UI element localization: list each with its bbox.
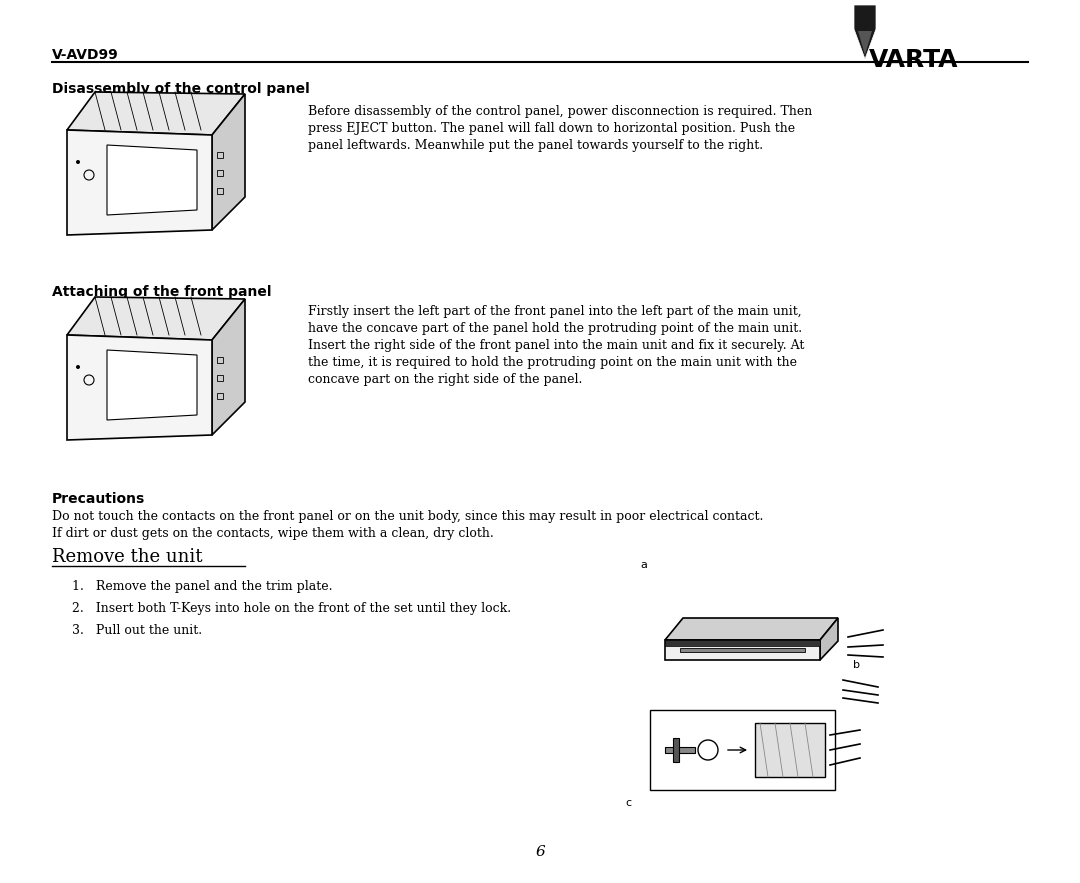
Text: panel leftwards. Meanwhile put the panel towards yourself to the right.: panel leftwards. Meanwhile put the panel… — [308, 139, 764, 152]
Polygon shape — [665, 618, 838, 640]
Polygon shape — [680, 648, 805, 652]
Polygon shape — [212, 94, 245, 230]
Text: press EJECT button. The panel will fall down to horizontal position. Push the: press EJECT button. The panel will fall … — [308, 122, 795, 135]
Text: c: c — [625, 798, 631, 808]
Text: Before disassembly of the control panel, power disconnection is required. Then: Before disassembly of the control panel,… — [308, 105, 812, 118]
Text: a: a — [640, 560, 647, 570]
Text: Firstly insert the left part of the front panel into the left part of the main u: Firstly insert the left part of the fron… — [308, 305, 801, 318]
Polygon shape — [820, 618, 838, 660]
Polygon shape — [858, 31, 872, 55]
Polygon shape — [107, 145, 197, 215]
Text: b: b — [853, 660, 860, 670]
Text: Remove the unit: Remove the unit — [52, 548, 203, 566]
Text: Attaching of the front panel: Attaching of the front panel — [52, 285, 271, 299]
Text: 3.   Pull out the unit.: 3. Pull out the unit. — [72, 624, 202, 637]
Text: 6: 6 — [535, 845, 545, 859]
Polygon shape — [673, 738, 679, 762]
Circle shape — [76, 160, 80, 164]
Polygon shape — [212, 299, 245, 435]
Text: concave part on the right side of the panel.: concave part on the right side of the pa… — [308, 373, 582, 386]
Bar — [217, 152, 222, 158]
Text: the time, it is required to hold the protruding point on the main unit with the: the time, it is required to hold the pro… — [308, 356, 797, 369]
Polygon shape — [665, 640, 820, 660]
Polygon shape — [67, 130, 212, 235]
Text: VARTA: VARTA — [869, 48, 959, 72]
Text: have the concave part of the panel hold the protruding point of the main unit.: have the concave part of the panel hold … — [308, 322, 802, 335]
Polygon shape — [107, 350, 197, 420]
Text: V-AVD99: V-AVD99 — [52, 48, 119, 62]
Bar — [217, 357, 222, 363]
Circle shape — [76, 365, 80, 369]
Polygon shape — [854, 5, 876, 59]
Polygon shape — [665, 747, 696, 753]
Text: 2.   Insert both T-Keys into hole on the front of the set until they lock.: 2. Insert both T-Keys into hole on the f… — [72, 602, 511, 615]
Text: Precautions: Precautions — [52, 492, 145, 506]
Polygon shape — [67, 297, 245, 340]
Bar — [217, 375, 222, 381]
Text: Do not touch the contacts on the front panel or on the unit body, since this may: Do not touch the contacts on the front p… — [52, 510, 764, 523]
Text: Disassembly of the control panel: Disassembly of the control panel — [52, 82, 310, 96]
Bar — [217, 188, 222, 194]
Bar — [217, 393, 222, 399]
Polygon shape — [665, 640, 820, 646]
Polygon shape — [67, 92, 245, 135]
Bar — [217, 170, 222, 176]
Text: If dirt or dust gets on the contacts, wipe them with a clean, dry cloth.: If dirt or dust gets on the contacts, wi… — [52, 527, 494, 540]
Polygon shape — [755, 723, 825, 777]
Text: Insert the right side of the front panel into the main unit and fix it securely.: Insert the right side of the front panel… — [308, 339, 805, 352]
Text: 1.   Remove the panel and the trim plate.: 1. Remove the panel and the trim plate. — [72, 580, 333, 593]
Polygon shape — [67, 335, 212, 440]
